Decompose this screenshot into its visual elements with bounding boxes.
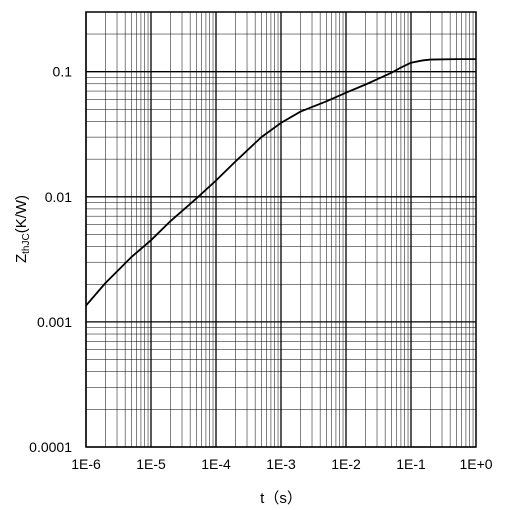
series-line-0 (85, 58, 476, 307)
x-tick-labels: 1E-6 1E-5 1E-4 1E-3 1E-2 1E-1 1E+0 (71, 456, 493, 472)
x-tick-label: 1E-3 (266, 456, 296, 472)
y-tick-label: 0.0001 (29, 439, 72, 455)
y-tick-label: 0.01 (45, 189, 72, 205)
series-group (85, 58, 476, 307)
y-axis-label-main: Z (13, 254, 30, 263)
x-tick-label: 1E-5 (136, 456, 166, 472)
plot-frame (85, 11, 477, 448)
y-tick-label: 0.001 (37, 314, 72, 330)
y-axis-label: ZthJC(K/W) (13, 195, 32, 263)
y-axis-label-unit: (K/W) (13, 195, 30, 233)
x-tick-label: 1E-2 (331, 456, 361, 472)
x-axis-label: t（s） (260, 490, 302, 507)
x-tick-label: 1E+0 (459, 456, 492, 472)
y-tick-label: 0.1 (53, 64, 73, 80)
x-tick-label: 1E-4 (201, 456, 231, 472)
y-tick-labels: 0.0001 0.001 0.01 0.1 (29, 64, 72, 455)
x-tick-label: 1E-1 (396, 456, 426, 472)
x-tick-label: 1E-6 (71, 456, 101, 472)
y-axis-label-subscript: thJC (21, 233, 32, 254)
